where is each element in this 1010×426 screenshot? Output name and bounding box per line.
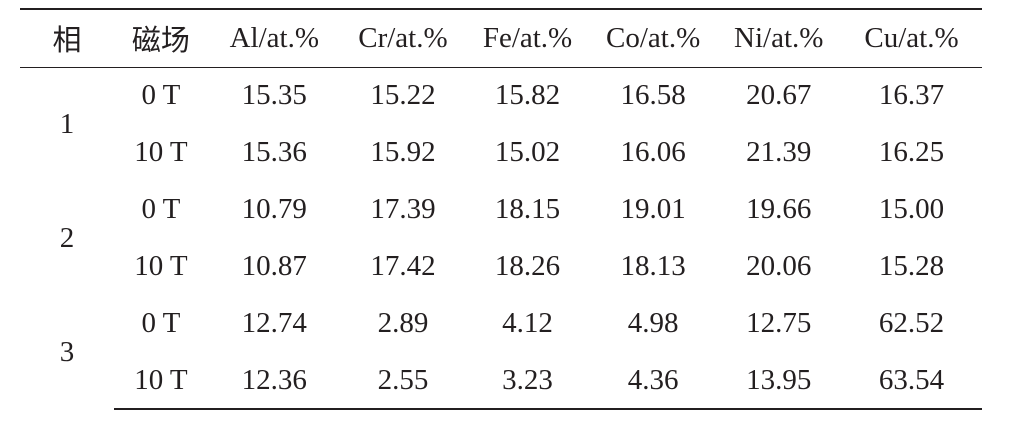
phase-cell: 3 [59, 335, 75, 368]
cu-cell: 62.52 [878, 307, 945, 339]
composition-table-container: 相 磁场 Al/at.% Cr/at.% Fe/at.% Co/at.% Ni/… [20, 8, 982, 410]
table-row: 10 T 12.36 2.55 3.23 4.36 13.95 63.54 [20, 352, 982, 410]
phase-cell: 1 [59, 107, 75, 140]
header-phase: 相 [20, 8, 114, 68]
fe-cell: 4.12 [502, 307, 553, 339]
cu-cell: 16.37 [878, 79, 945, 112]
fe-cell: 15.02 [494, 136, 561, 168]
al-cell: 12.74 [241, 307, 307, 339]
cr-cell: 15.92 [370, 136, 436, 168]
header-ni: Ni/at.% [716, 8, 842, 68]
fe-cell: 18.15 [494, 193, 561, 225]
cu-cell: 16.25 [878, 136, 945, 168]
field-cell: 0 T [141, 79, 181, 112]
ni-cell: 19.66 [746, 193, 812, 225]
co-cell: 18.13 [620, 250, 686, 282]
header-cr: Cr/at.% [340, 8, 466, 68]
field-cell: 0 T [141, 193, 181, 225]
fe-cell: 3.23 [465, 352, 590, 410]
composition-table: 相 磁场 Al/at.% Cr/at.% Fe/at.% Co/at.% Ni/… [20, 8, 982, 410]
field-cell: 10 T [113, 352, 208, 410]
fe-cell: 15.82 [494, 79, 561, 112]
co-cell: 4.36 [589, 352, 717, 410]
cr-cell: 17.42 [370, 250, 436, 282]
al-cell: 10.79 [241, 193, 307, 225]
table-row: 1 0 T 15.35 15.22 15.82 16.58 20.67 16.3… [20, 67, 982, 140]
ni-cell: 12.75 [746, 307, 812, 339]
field-cell: 10 T [134, 250, 188, 282]
table-row: 2 0 T 10.79 17.39 18.15 19.01 19.66 15.0… [20, 181, 982, 254]
al-cell: 12.36 [207, 352, 341, 410]
table-header-row: 相 磁场 Al/at.% Cr/at.% Fe/at.% Co/at.% Ni/… [20, 8, 982, 68]
al-cell: 15.35 [241, 79, 307, 112]
co-cell: 16.06 [620, 136, 686, 168]
ni-cell: 20.06 [746, 250, 812, 282]
table-row: 10 T 15.36 15.92 15.02 16.06 21.39 16.25 [20, 124, 982, 181]
cr-cell: 2.55 [340, 352, 466, 410]
ni-cell: 13.95 [716, 352, 842, 410]
ni-cell: 21.39 [746, 136, 812, 168]
header-fe: Fe/at.% [465, 8, 590, 68]
field-cell: 10 T [134, 136, 188, 168]
phase-cell: 2 [59, 221, 75, 254]
cu-cell: 63.54 [841, 352, 982, 410]
header-al: Al/at.% [207, 8, 341, 68]
co-cell: 19.01 [620, 193, 686, 225]
co-cell: 4.98 [627, 307, 679, 339]
header-co: Co/at.% [589, 8, 717, 68]
al-cell: 15.36 [241, 136, 307, 168]
cu-cell: 15.00 [878, 193, 945, 225]
header-cu: Cu/at.% [841, 8, 982, 68]
header-magnetic-field: 磁场 [113, 8, 208, 68]
al-cell: 10.87 [241, 250, 307, 282]
cr-cell: 15.22 [370, 79, 436, 112]
co-cell: 16.58 [620, 79, 686, 112]
table-row: 10 T 10.87 17.42 18.26 18.13 20.06 15.28 [20, 238, 982, 295]
cr-cell: 17.39 [370, 193, 436, 225]
fe-cell: 18.26 [494, 250, 561, 282]
field-cell: 0 T [141, 307, 181, 339]
ni-cell: 20.67 [746, 79, 812, 112]
table-row: 3 0 T 12.74 2.89 4.12 4.98 12.75 62.52 [20, 295, 982, 368]
cu-cell: 15.28 [878, 250, 945, 282]
cr-cell: 2.89 [377, 307, 429, 339]
